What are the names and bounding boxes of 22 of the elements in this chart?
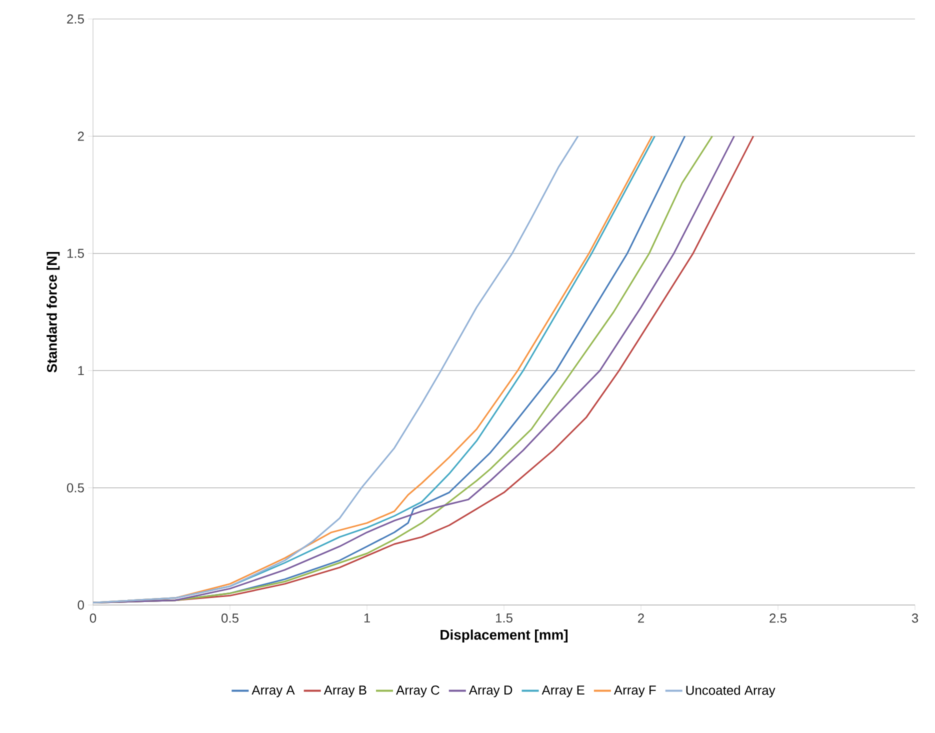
legend-label: Array F bbox=[614, 686, 656, 698]
x-tick-label: 2 bbox=[638, 614, 644, 623]
x-tick-label: 1.5 bbox=[496, 614, 512, 623]
y-axis-title: Standard force [N] bbox=[46, 252, 60, 372]
x-axis-title: Displacement [mm] bbox=[440, 630, 568, 643]
x-tick-label: 2.5 bbox=[770, 614, 786, 623]
y-tick-label: 0.5 bbox=[66, 483, 84, 492]
legend-label: Array D bbox=[468, 686, 512, 698]
legend-label: Uncoated Array bbox=[686, 685, 776, 698]
x-tick-label: 0.5 bbox=[222, 614, 238, 623]
legend-label: Array E bbox=[542, 686, 584, 698]
y-tick-label: 1 bbox=[78, 366, 84, 376]
y-tick-label: 2 bbox=[78, 132, 84, 141]
y-tick-label: 1.5 bbox=[67, 248, 84, 258]
legend-label: Array C bbox=[396, 686, 440, 698]
legend-label: Array A bbox=[252, 686, 295, 698]
x-tick-label: 1 bbox=[364, 614, 370, 622]
legend-label: Array B bbox=[324, 686, 366, 698]
x-tick-label: 0 bbox=[90, 614, 96, 623]
y-tick-label: 2.5 bbox=[67, 14, 84, 24]
x-tick-label: 3 bbox=[912, 614, 918, 623]
y-tick-label: 0 bbox=[78, 600, 84, 610]
